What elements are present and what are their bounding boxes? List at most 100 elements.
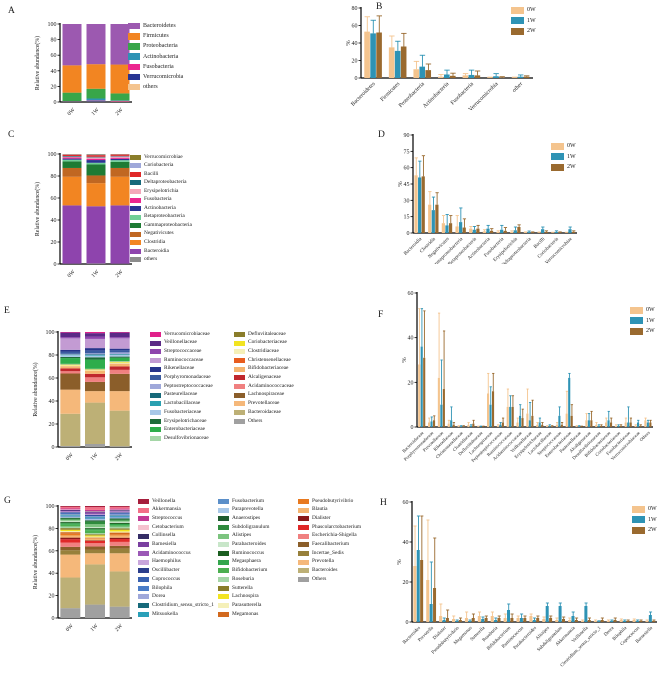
legend-swatch (138, 516, 149, 522)
legend-swatch (551, 142, 564, 150)
svg-text:20: 20 (403, 580, 409, 586)
svg-text:60: 60 (403, 500, 409, 506)
legend-swatch (150, 383, 161, 389)
panel-label-c: C (8, 130, 15, 140)
legend-swatch (150, 436, 161, 442)
legend-swatch (234, 331, 245, 337)
legend-swatch (218, 594, 229, 600)
legend-swatch (150, 331, 161, 337)
legend-item: others (128, 82, 183, 92)
legend-label: Cetobacterium (152, 523, 184, 530)
svg-text:40: 40 (408, 336, 414, 342)
svg-text:20: 20 (408, 380, 414, 386)
legend-swatch (218, 516, 229, 522)
legend-label: Coriobacteriaceae (248, 339, 287, 346)
legend-item: Incertae_Sedis (298, 549, 378, 558)
legend-item: Coriobacteria (130, 162, 192, 171)
legend-swatch (630, 306, 643, 314)
legend-swatch (130, 154, 141, 160)
legend-item: Fusobacteriaceae (150, 408, 234, 417)
svg-text:20: 20 (51, 84, 57, 90)
legend-swatch (150, 357, 161, 363)
legend-label: Akkermansia (152, 506, 181, 513)
legend-swatch (218, 568, 229, 574)
legend-item: Sutterella (218, 584, 298, 593)
svg-text:0: 0 (54, 100, 57, 106)
legend-label: Veillonellaceae (164, 339, 197, 346)
legend-swatch (218, 533, 229, 539)
legend-swatch (138, 507, 149, 513)
legend-swatch (234, 357, 245, 363)
legend-item: Coriobacteriaceae (234, 339, 318, 348)
svg-text:0W: 0W (65, 623, 75, 633)
svg-text:2W: 2W (114, 452, 124, 462)
legend-swatch (234, 401, 245, 407)
legend-item: Fusobacterium (218, 497, 298, 506)
svg-text:40: 40 (352, 41, 358, 47)
legend-label: Alcaligenaceae (248, 374, 281, 381)
svg-text:other: other (511, 81, 524, 94)
panel-label-g: G (4, 496, 11, 506)
legend-item: Bacteroides (298, 567, 378, 576)
panel-d-legend: 0W 1W 2W (551, 141, 576, 173)
svg-text:60: 60 (404, 166, 410, 172)
panel-label-a: A (8, 6, 15, 16)
legend-item: Barnesiella (138, 540, 218, 549)
legend-label: Bacteroidaceae (248, 408, 281, 415)
svg-text:15: 15 (404, 215, 410, 221)
legend-item: Desulfovibrionaceae (150, 434, 234, 443)
legend-item: Akkermansia (138, 506, 218, 515)
svg-text:60: 60 (51, 53, 57, 59)
legend-swatch (128, 83, 140, 91)
svg-text:Bacteroidetes: Bacteroidetes (350, 81, 377, 108)
panel-label-d: D (378, 130, 385, 140)
panel-e-legend: Verrucomicrobiaceae Veillonellaceae Strept… (150, 330, 318, 443)
legend-swatch (298, 516, 309, 522)
legend-swatch (130, 171, 141, 177)
svg-text:20: 20 (49, 594, 55, 600)
svg-text:40: 40 (403, 540, 409, 546)
legend-swatch (234, 418, 245, 424)
legend-swatch (511, 17, 524, 25)
legend-swatch (234, 340, 245, 346)
legend-swatch (218, 559, 229, 565)
legend-item: Porphyromonadaceae (150, 373, 234, 382)
legend-label: Clostridium_sensu_stricto_1 (152, 601, 214, 608)
legend-swatch (298, 533, 309, 539)
legend-swatch (218, 498, 229, 504)
svg-text:0W: 0W (67, 107, 77, 117)
legend-label: Coriobacteria (144, 162, 174, 169)
legend-item: 0W (632, 504, 657, 515)
legend-label: Phascolarctobacterium (312, 523, 362, 530)
legend-item: Alcaligenaceae (234, 373, 318, 382)
legend-swatch (298, 550, 309, 556)
legend-label: Fusobacterium (232, 497, 265, 504)
legend-item: Coprococcus (138, 575, 218, 584)
legend-label: Oscillibacter (152, 567, 180, 574)
legend-swatch (298, 577, 309, 583)
legend-label: Lactobacillaceae (164, 400, 201, 407)
svg-text:0: 0 (54, 262, 57, 268)
legend-swatch (138, 611, 149, 617)
legend-item: Clostridiaceae (234, 347, 318, 356)
legend-label: 1W (567, 153, 576, 160)
legend-swatch (138, 594, 149, 600)
panel-f-legend: 0W 1W 2W (630, 305, 655, 337)
svg-text:40: 40 (51, 218, 57, 224)
legend-label: Gammaproteobacteria (144, 221, 192, 228)
legend-label: Clostridiaceae (248, 348, 279, 355)
panel-b-legend: 0W 1W 2W (511, 5, 536, 37)
legend-swatch (298, 524, 309, 530)
legend-label: Faecalibacterium (312, 541, 350, 548)
legend-label: Deltaproteobacteria (144, 179, 187, 186)
legend-item: Alistipes (218, 532, 298, 541)
legend-swatch (234, 410, 245, 416)
legend-item: Pasteurellaceae (150, 391, 234, 400)
legend-label: Prevotella (312, 558, 334, 565)
svg-text:90: 90 (404, 133, 410, 139)
legend-swatch (218, 550, 229, 556)
legend-item: Bifidobacteriaceae (234, 365, 318, 374)
legend-label: Christensenellaceae (248, 356, 291, 363)
svg-text:80: 80 (51, 38, 57, 44)
legend-swatch (138, 577, 149, 583)
